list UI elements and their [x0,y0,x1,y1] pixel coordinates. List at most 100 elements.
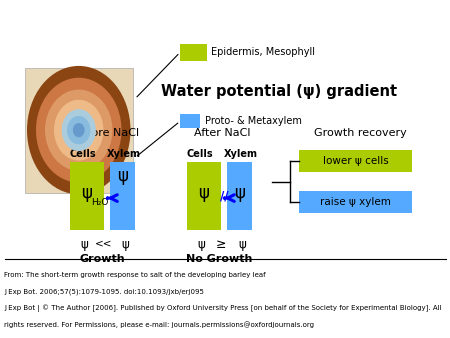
Ellipse shape [47,138,52,141]
Ellipse shape [45,90,112,171]
Ellipse shape [66,113,69,114]
Ellipse shape [81,151,83,153]
Ellipse shape [96,126,101,129]
Ellipse shape [49,118,52,120]
Ellipse shape [50,141,55,144]
Ellipse shape [60,112,66,115]
Ellipse shape [56,121,59,123]
Text: Epidermis, Mesophyll: Epidermis, Mesophyll [211,47,315,57]
Ellipse shape [93,97,97,99]
Ellipse shape [63,149,69,151]
Ellipse shape [56,152,61,154]
Ellipse shape [76,110,81,112]
Ellipse shape [54,106,58,108]
Text: ψ: ψ [81,238,88,251]
Ellipse shape [58,123,64,126]
Ellipse shape [71,109,74,110]
Ellipse shape [100,112,106,115]
Ellipse shape [58,99,62,101]
Ellipse shape [49,107,54,110]
Ellipse shape [70,95,75,98]
Ellipse shape [86,109,90,111]
Ellipse shape [56,151,61,153]
Ellipse shape [85,112,90,114]
Ellipse shape [54,146,58,148]
Ellipse shape [96,145,100,147]
Ellipse shape [99,140,105,143]
Text: ψ: ψ [198,184,209,202]
Ellipse shape [67,102,71,105]
Ellipse shape [86,151,90,153]
Ellipse shape [96,151,101,153]
Ellipse shape [110,142,114,144]
Ellipse shape [51,103,56,106]
Text: //: // [220,190,228,202]
Ellipse shape [54,100,104,161]
Bar [180,44,207,61]
Ellipse shape [91,161,94,162]
Ellipse shape [101,147,104,148]
Text: ≥: ≥ [216,238,226,251]
Ellipse shape [100,143,105,146]
Ellipse shape [96,118,99,119]
Ellipse shape [77,110,81,112]
Ellipse shape [105,118,111,121]
Ellipse shape [44,137,50,140]
Ellipse shape [54,101,59,103]
Text: H₂O: H₂O [91,198,108,207]
Ellipse shape [76,149,82,152]
Ellipse shape [76,104,82,106]
Ellipse shape [92,111,96,113]
Ellipse shape [72,101,76,103]
Ellipse shape [42,126,46,128]
Ellipse shape [84,111,88,113]
Ellipse shape [57,138,63,141]
Text: From: The short-term growth response to salt of the developing barley leaf: From: The short-term growth response to … [4,272,266,278]
Text: After NaCl: After NaCl [194,128,251,139]
Text: Before NaCl: Before NaCl [73,128,139,139]
Ellipse shape [62,117,67,120]
Ellipse shape [98,126,100,127]
Ellipse shape [27,66,130,194]
Ellipse shape [91,102,95,103]
Text: ψ: ψ [234,184,245,202]
Ellipse shape [50,142,54,145]
Ellipse shape [90,96,96,98]
Text: raise ψ xylem: raise ψ xylem [320,197,391,207]
Ellipse shape [73,123,85,137]
Ellipse shape [99,100,102,102]
Text: ψ: ψ [117,167,128,185]
Ellipse shape [100,102,105,105]
Ellipse shape [94,155,99,158]
Ellipse shape [54,135,58,138]
Ellipse shape [95,109,101,112]
Ellipse shape [67,106,72,109]
Bar [299,191,412,213]
Ellipse shape [76,103,81,105]
Ellipse shape [78,98,83,100]
Ellipse shape [73,106,80,109]
Text: No Growth: No Growth [186,254,252,264]
Ellipse shape [55,145,59,146]
Ellipse shape [83,151,87,154]
Ellipse shape [93,144,97,146]
Ellipse shape [80,162,83,164]
Ellipse shape [86,99,91,102]
Ellipse shape [85,152,88,153]
Ellipse shape [93,151,96,152]
Ellipse shape [108,145,111,147]
Text: Proto- & Metaxylem: Proto- & Metaxylem [205,116,302,126]
Bar [299,150,412,172]
Text: Cells: Cells [70,149,97,159]
Bar [180,114,200,128]
Ellipse shape [111,122,115,124]
Ellipse shape [102,113,106,115]
Ellipse shape [53,119,58,121]
Ellipse shape [58,129,61,131]
Text: Xylem: Xylem [107,149,141,159]
Ellipse shape [69,160,74,163]
Ellipse shape [62,109,96,151]
Text: Xylem: Xylem [224,149,258,159]
Ellipse shape [99,138,105,141]
Ellipse shape [86,152,89,153]
